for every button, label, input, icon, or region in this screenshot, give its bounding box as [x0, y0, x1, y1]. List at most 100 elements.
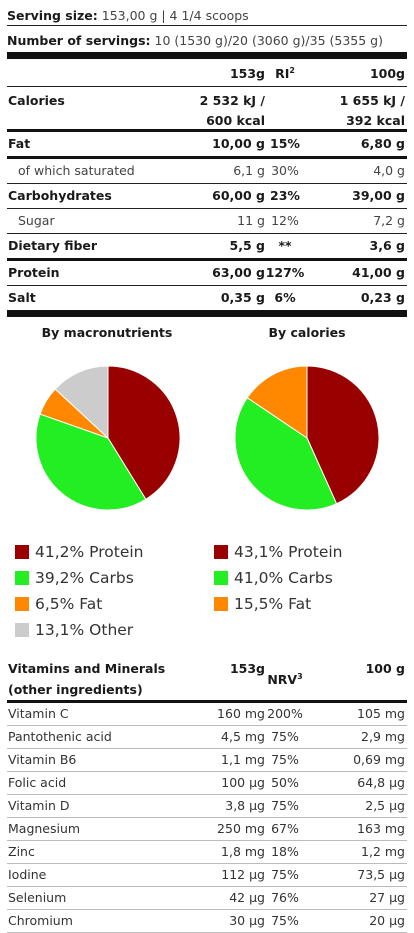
vitamin-label: Pantothenic acid [8, 729, 112, 744]
vitamin-label: Vitamin C [8, 706, 69, 721]
calories-label: Calories [8, 93, 65, 108]
legend-label: 15,5% Fat [234, 595, 312, 613]
vitamin-nrv: 76% [271, 890, 299, 905]
nutrient-row: Carbohydrates 60,00 g 23% 39,00 g [7, 184, 407, 209]
nutrient-label: Protein [8, 265, 60, 280]
servings-label: Number of servings: [7, 33, 151, 48]
vitamin-label: Vitamin B6 [8, 752, 77, 767]
serving-size-row: Serving size: 153,00 g | 4 1/4 scoops [7, 5, 407, 26]
nutrient-ri: 30% [271, 163, 299, 178]
legend-label: 13,1% Other [35, 621, 134, 639]
nutrient-label: Carbohydrates [8, 188, 112, 203]
nutrient-value-153g: 11 g [237, 213, 265, 228]
calories-153-kcal: 600 kcal [206, 113, 265, 128]
vitamin-value-153g: 42 µg [229, 890, 265, 905]
legend-item-protein: 41,2% Protein [15, 542, 144, 562]
header-153g: 153g [229, 66, 265, 81]
nutrient-ri: 12% [271, 213, 299, 228]
vitamin-value-153g: 3,8 µg [225, 798, 265, 813]
chart-title-calories: By calories [268, 325, 346, 340]
vitamin-row: Vitamin C 160 mg 200% 105 mg [7, 703, 407, 726]
pie-chart-calories [234, 365, 380, 511]
nutrient-row: Sugar 11 g 12% 7,2 g [7, 209, 407, 234]
nutrient-value-153g: 6,1 g [233, 163, 265, 178]
nutrient-rows: Fat 10,00 g 15% 6,80 g of which saturated 6,1… [7, 132, 407, 317]
serving-size-label: Serving size: [7, 8, 98, 23]
vitamin-value-153g: 100 µg [221, 775, 265, 790]
vitamin-nrv: 75% [271, 729, 299, 744]
legend-item-other: 13,1% Other [15, 620, 133, 640]
nutrient-row: Salt 0,35 g 6% 0,23 g [7, 286, 407, 317]
nutrient-value-100g: 4,0 g [373, 163, 405, 178]
vitamin-label: Folic acid [8, 775, 67, 790]
vitamin-label: Vitamin D [8, 798, 70, 813]
vitamin-label: Zinc [8, 844, 35, 859]
chart-legend: 41,2% Protein 39,2% Carbs 6,5% Fat 13,1% Ot… [7, 542, 407, 657]
nutrition-header: 153g RI2 100g [7, 59, 407, 87]
header-100g: 100g [369, 66, 405, 81]
vitamin-value-100g: 0,69 mg [353, 752, 405, 767]
nutrient-value-100g: 41,00 g [352, 265, 405, 280]
vitamin-value-100g: 27 µg [369, 890, 405, 905]
nutrient-label: Fat [8, 136, 31, 151]
vitamin-value-153g: 160 mg [217, 706, 265, 721]
legend-swatch [15, 597, 29, 611]
vitamins-title-line2: (other ingredients) [8, 682, 143, 697]
vitamins-col-153g: 153g [229, 661, 265, 676]
legend-item-protein: 43,1% Protein [214, 542, 343, 562]
nutrient-value-153g: 60,00 g [212, 188, 265, 203]
vitamin-rows: Vitamin C 160 mg 200% 105 mg Pantothenic aci… [7, 703, 407, 933]
vitamin-nrv: 18% [271, 844, 299, 859]
vitamin-row: Iodine 112 µg 75% 73,5 µg [7, 864, 407, 887]
nutrient-value-100g: 6,80 g [360, 136, 405, 151]
pie-slice-carbs [234, 397, 338, 511]
vitamin-nrv: 75% [271, 913, 299, 928]
pie-chart-macronutrients [35, 365, 181, 511]
nutrient-label: Dietary fiber [8, 238, 98, 253]
nutrient-value-153g: 63,00 g [212, 265, 265, 280]
nutrient-row: of which saturated 6,1 g 30% 4,0 g [7, 159, 407, 184]
vitamin-value-153g: 112 µg [221, 867, 265, 882]
nutrition-facts: Serving size: 153,00 g | 4 1/4 scoops Nu… [7, 5, 407, 933]
calories-153-kj: 2 532 kJ / [199, 93, 265, 108]
vitamin-nrv: 75% [271, 798, 299, 813]
nutrient-value-100g: 7,2 g [373, 213, 405, 228]
servings-value: 10 (1530 g)/20 (3060 g)/35 (5355 g) [154, 33, 383, 48]
vitamin-value-153g: 1,1 mg [221, 752, 265, 767]
vitamin-label: Iodine [8, 867, 47, 882]
vitamin-label: Selenium [8, 890, 67, 905]
vitamin-value-100g: 1,2 mg [361, 844, 405, 859]
nutrient-value-153g: 10,00 g [212, 136, 265, 151]
legend-swatch [214, 571, 228, 585]
legend-swatch [15, 545, 29, 559]
vitamin-value-153g: 1,8 mg [221, 844, 265, 859]
nutrient-ri: 127% [265, 265, 305, 280]
vitamin-value-100g: 64,8 µg [357, 775, 405, 790]
chart-title-macronutrients: By macronutrients [41, 325, 173, 340]
pie-slice-protein [306, 365, 380, 505]
charts-section: By macronutrients By calories [7, 317, 407, 542]
servings-row: Number of servings: 10 (1530 g)/20 (3060… [7, 26, 407, 50]
vitamins-header: Vitamins and Minerals (other ingredients… [7, 657, 407, 698]
vitamin-nrv: 75% [271, 752, 299, 767]
nutrient-value-100g: 39,00 g [352, 188, 405, 203]
nutrient-label: of which saturated [18, 163, 135, 178]
legend-label: 43,1% Protein [234, 543, 343, 561]
nutrient-ri: 23% [270, 188, 300, 203]
vitamin-value-100g: 105 mg [357, 706, 405, 721]
nutrient-value-153g: 5,5 g [229, 238, 265, 253]
legend-item-carbs: 39,2% Carbs [15, 568, 134, 588]
vitamins-col-100g: 100 g [365, 661, 405, 676]
legend-label: 41,0% Carbs [234, 569, 333, 587]
pie-slice-protein [107, 365, 181, 500]
vitamin-nrv: 200% [267, 706, 303, 721]
legend-item-fat: 6,5% Fat [15, 594, 102, 614]
nutrient-ri: 15% [270, 136, 300, 151]
legend-item-fat: 15,5% Fat [214, 594, 311, 614]
legend-label: 6,5% Fat [35, 595, 103, 613]
legend-swatch [214, 597, 228, 611]
nutrient-value-100g: 0,23 g [360, 290, 405, 305]
nutrient-label: Sugar [18, 213, 55, 228]
pie-slice-other [54, 365, 109, 440]
vitamin-label: Magnesium [8, 821, 81, 836]
